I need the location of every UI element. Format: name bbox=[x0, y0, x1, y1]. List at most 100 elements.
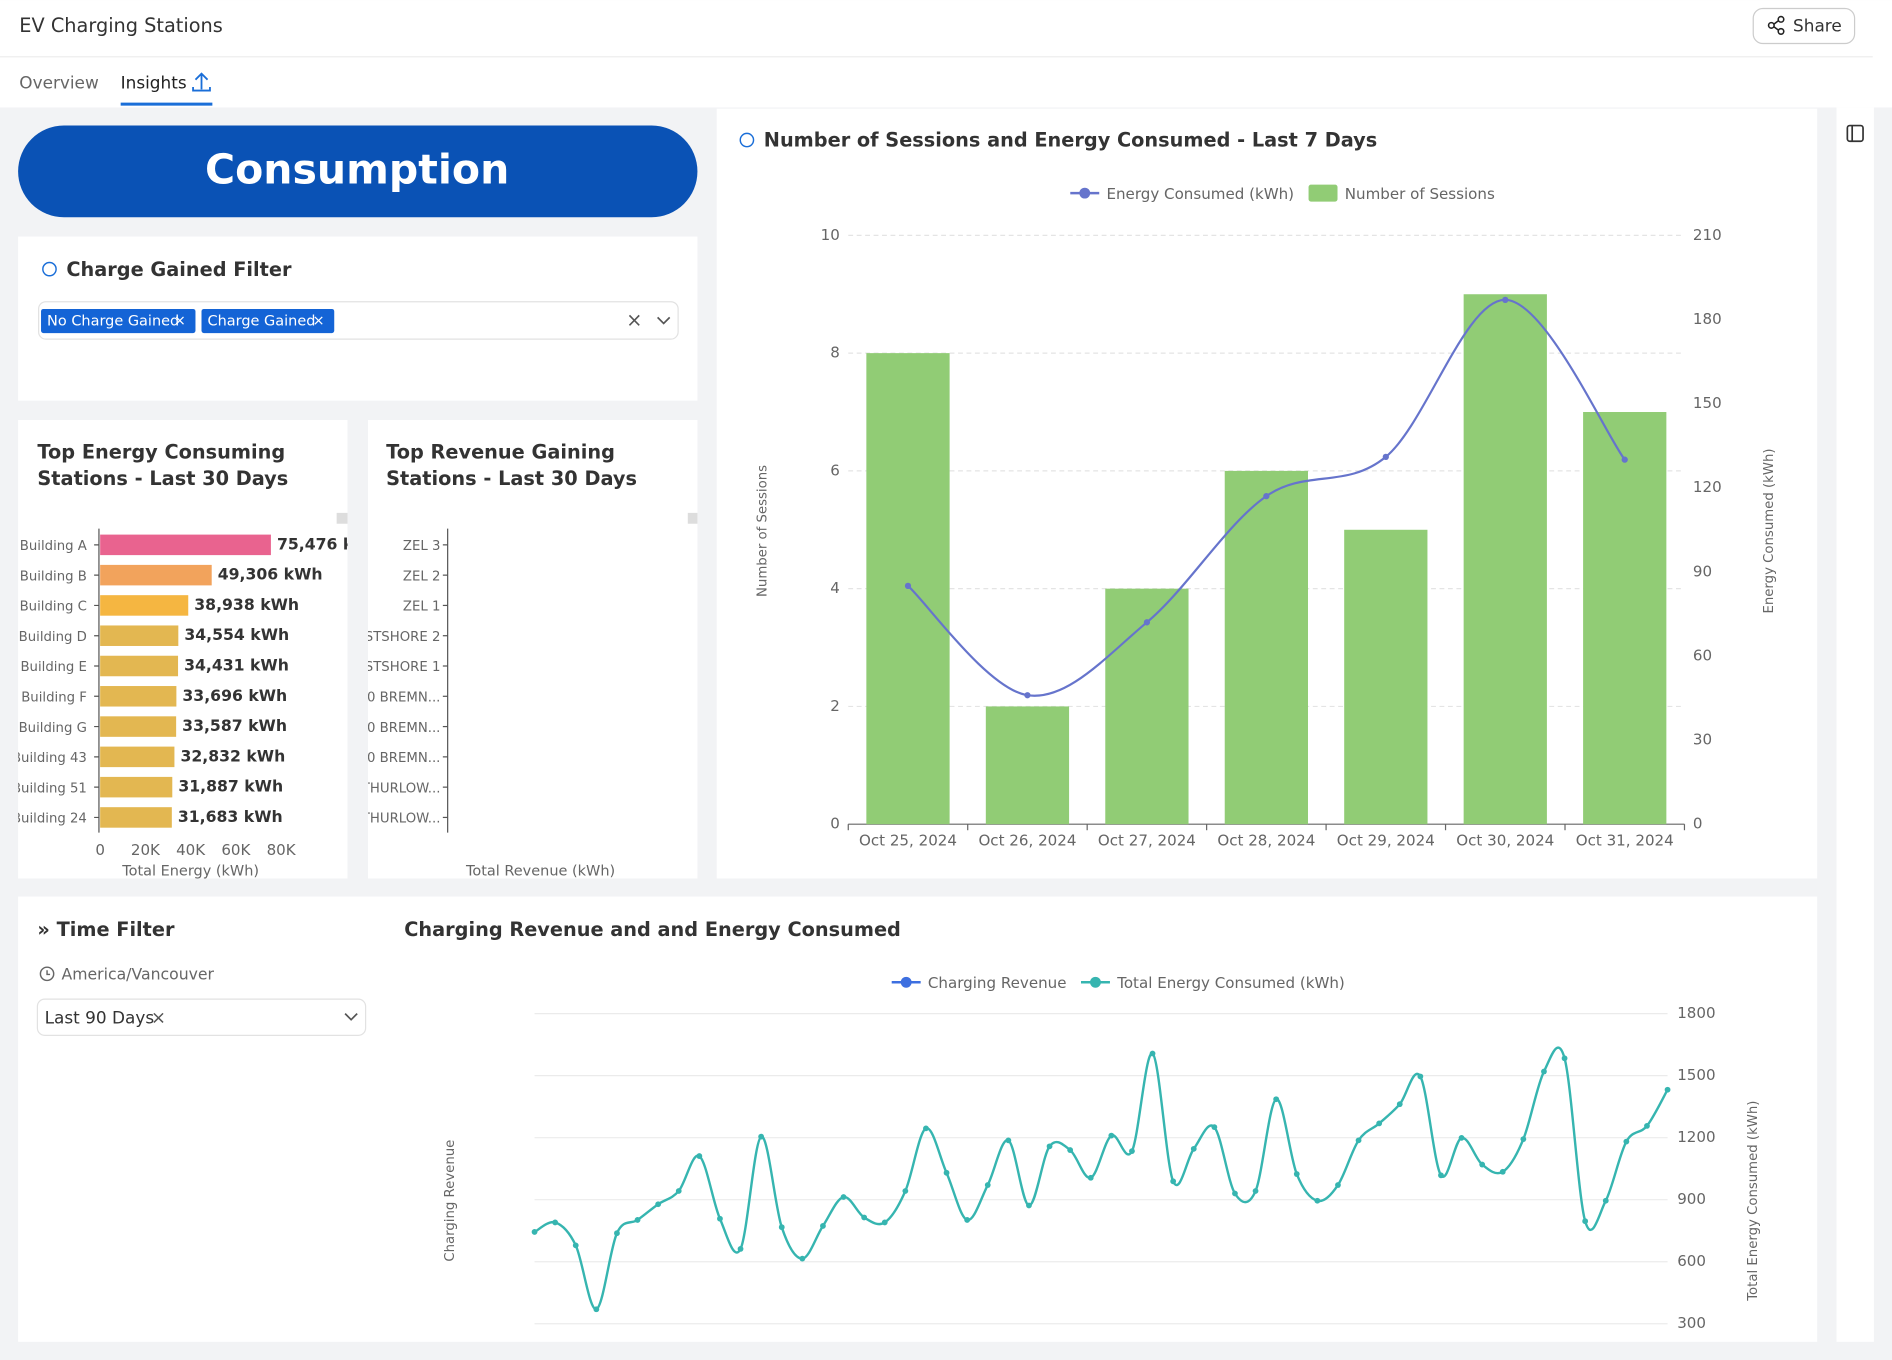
bar bbox=[100, 625, 179, 646]
chip[interactable] bbox=[201, 308, 335, 334]
y-tick-label: 0 bbox=[830, 815, 840, 833]
x-tick-label: Oct 26, 2024 bbox=[978, 832, 1076, 850]
point bbox=[1273, 1096, 1280, 1103]
chip-remove[interactable]: × bbox=[313, 313, 325, 329]
point bbox=[1252, 1188, 1259, 1194]
y2-tick-label: 600 bbox=[1677, 1252, 1706, 1270]
y2-tick-label: 1500 bbox=[1677, 1066, 1715, 1084]
x-tick-label: 80K bbox=[267, 841, 297, 859]
point bbox=[984, 1182, 991, 1188]
value-label: 34,431 kWh bbox=[184, 656, 289, 675]
x-axis-label: Total Energy (kWh) bbox=[121, 863, 259, 879]
header-bg bbox=[0, 0, 1892, 108]
bar bbox=[100, 807, 172, 828]
point bbox=[1621, 456, 1628, 463]
bar bbox=[100, 655, 179, 677]
point bbox=[1479, 1161, 1486, 1168]
point bbox=[1417, 1073, 1424, 1080]
point bbox=[1293, 1171, 1300, 1177]
info-icon bbox=[42, 261, 57, 277]
point bbox=[758, 1133, 765, 1140]
point bbox=[614, 1230, 620, 1237]
line-chart: 300 600 900 1200 1500 1800 Charging Revenue Tot… bbox=[443, 974, 1761, 1332]
y-tick-label: ZEL 3 bbox=[403, 539, 441, 554]
point bbox=[1190, 1145, 1197, 1152]
chip[interactable] bbox=[41, 308, 196, 334]
y2-tick-label: 120 bbox=[1693, 478, 1722, 496]
chip-label: No Charge Gained bbox=[47, 314, 179, 330]
chip-remove[interactable]: × bbox=[174, 313, 186, 329]
value-label: 34,554 kWh bbox=[184, 625, 289, 644]
clear-icon[interactable]: × bbox=[626, 309, 642, 332]
filter-select[interactable] bbox=[38, 301, 679, 340]
share-label[interactable]: Share bbox=[1793, 16, 1842, 36]
hbar-chart: ZEL 3 ZEL 2 ZEL 1 ESTSHORE 2 ESTSHORE 1 20 BR… bbox=[356, 528, 615, 878]
point bbox=[1561, 1055, 1568, 1062]
legend-swatch-dot bbox=[1090, 976, 1101, 988]
y2-tick-label: 300 bbox=[1677, 1314, 1706, 1332]
point bbox=[717, 1215, 723, 1222]
chart-title: Charging Revenue and and Energy Consumed bbox=[404, 918, 901, 941]
point bbox=[696, 1153, 703, 1159]
x-tick-label: Oct 30, 2024 bbox=[1456, 832, 1554, 850]
chevron[interactable] bbox=[344, 1013, 358, 1021]
y-tick-label: Building 43 bbox=[12, 751, 87, 766]
point bbox=[1129, 1148, 1135, 1155]
x-tick-label: 0 bbox=[95, 841, 105, 859]
tab[interactable]: Overview bbox=[19, 72, 99, 92]
point bbox=[943, 1169, 950, 1176]
y-tick-label: 2 bbox=[830, 697, 840, 715]
point bbox=[572, 1242, 579, 1249]
x-tick-label: 40K bbox=[176, 841, 206, 859]
y-tick-label: ZEL 2 bbox=[403, 569, 441, 584]
x-tick-label: Oct 27, 2024 bbox=[1098, 832, 1196, 850]
chevron[interactable] bbox=[657, 316, 671, 325]
y-tick-label: THURLOW... bbox=[361, 812, 441, 827]
point bbox=[1376, 1120, 1383, 1127]
point bbox=[1024, 692, 1031, 699]
point bbox=[1314, 1197, 1321, 1204]
legend-swatch-dot bbox=[900, 976, 912, 988]
filter-title: Charge Gained Filter bbox=[66, 258, 292, 281]
point bbox=[737, 1246, 744, 1252]
combo-chart: 0 2 4 6 8 10 0 30 60 90 120 150 180 210 Oct 25, 2024 Oc… bbox=[756, 184, 1777, 850]
timezone: America/Vancouver bbox=[62, 965, 215, 984]
x-tick-label: 60K bbox=[221, 841, 251, 859]
value-label: 49,306 kWh bbox=[218, 565, 323, 584]
bar bbox=[100, 776, 173, 798]
point bbox=[1582, 1218, 1589, 1225]
legend-label: Charging Revenue bbox=[928, 974, 1067, 992]
y2-tick-label: 90 bbox=[1693, 562, 1712, 580]
sidebar-toggle[interactable] bbox=[1846, 124, 1864, 143]
x-tick-label: Oct 31, 2024 bbox=[1576, 832, 1674, 850]
y2-tick-label: 1800 bbox=[1677, 1004, 1715, 1022]
point bbox=[1438, 1172, 1444, 1179]
y-tick-label: Building A bbox=[20, 539, 87, 554]
y-tick-label: 4 bbox=[830, 579, 840, 597]
y2-axis-label: Total Energy Consumed (kWh) bbox=[1746, 1101, 1761, 1302]
point bbox=[861, 1214, 868, 1221]
y2-tick-label: 1200 bbox=[1677, 1128, 1715, 1146]
tab-active[interactable]: Insights bbox=[121, 72, 187, 92]
point bbox=[1335, 1182, 1341, 1188]
y2-tick-label: 30 bbox=[1693, 731, 1712, 749]
y2-tick-label: 150 bbox=[1693, 394, 1722, 412]
bar bbox=[1583, 412, 1667, 825]
time-select[interactable] bbox=[36, 998, 367, 1036]
point bbox=[964, 1217, 971, 1223]
time-selected: Last 90 Days bbox=[45, 1007, 154, 1027]
point bbox=[840, 1194, 847, 1200]
bar bbox=[100, 686, 177, 707]
x-tick-label: Oct 25, 2024 bbox=[859, 832, 957, 850]
y-tick-label: 10 bbox=[821, 226, 840, 244]
banner-text: Consumption bbox=[205, 146, 509, 194]
point bbox=[1087, 1174, 1094, 1181]
y-tick-label: ESTSHORE 1 bbox=[356, 660, 440, 675]
point bbox=[1396, 1101, 1403, 1108]
point bbox=[881, 1219, 888, 1226]
point bbox=[1458, 1134, 1465, 1141]
point bbox=[1263, 492, 1270, 500]
clear-icon[interactable]: × bbox=[151, 1007, 166, 1028]
